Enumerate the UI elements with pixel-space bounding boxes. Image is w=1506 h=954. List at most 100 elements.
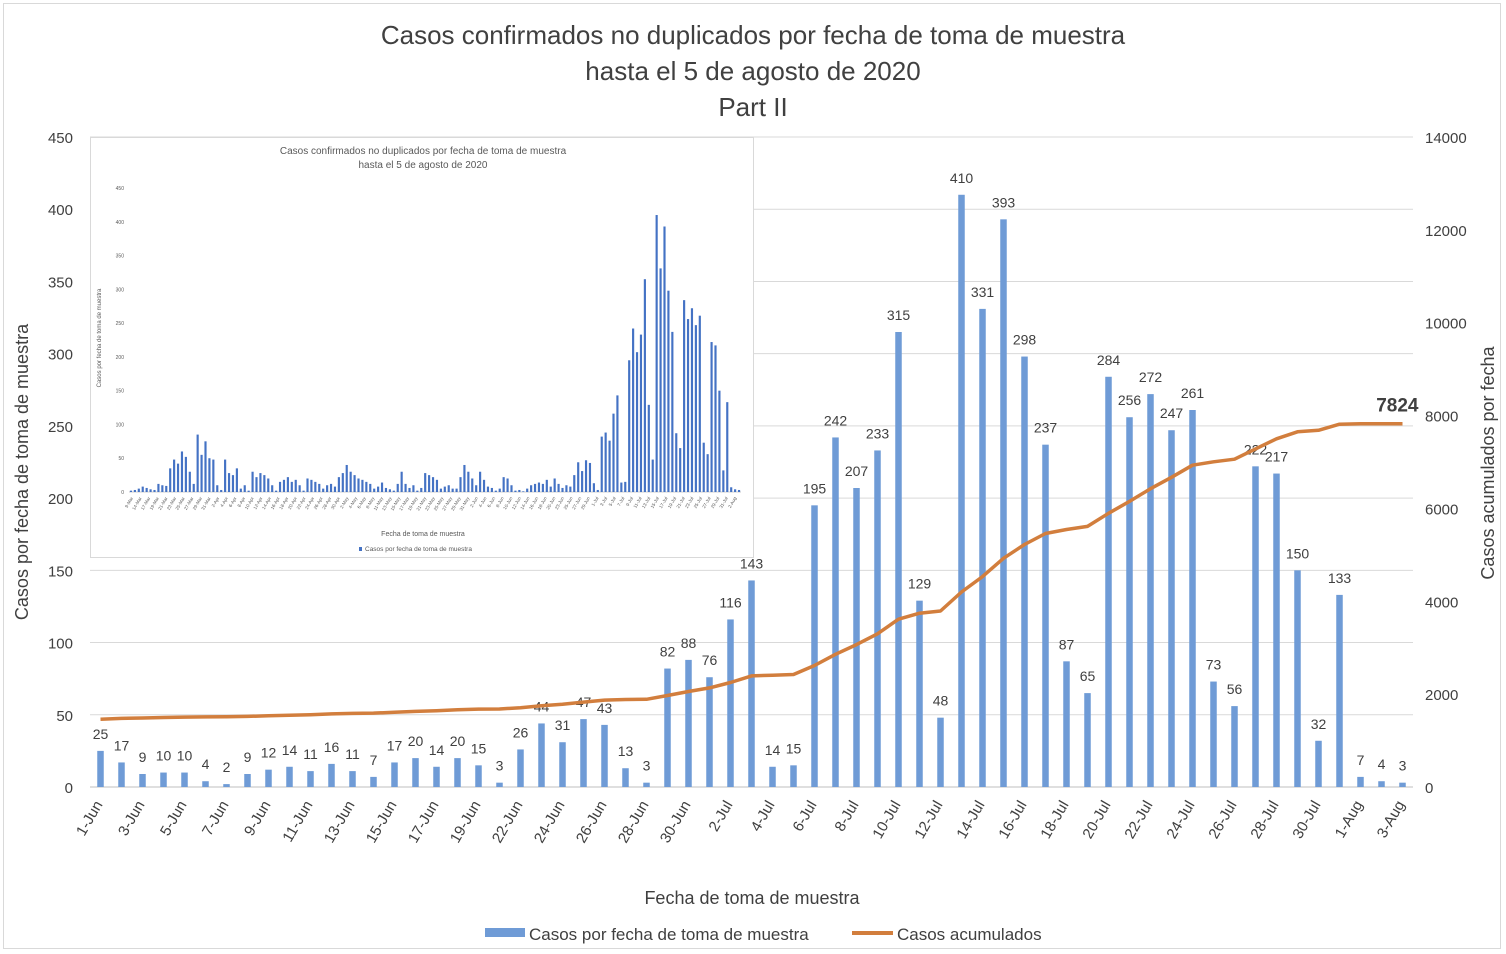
inset-y-tick-label: 100 (116, 422, 125, 428)
inset-bar (557, 483, 560, 492)
inset-x-axis-title: Fecha de toma de muestra (381, 531, 465, 538)
inset-bar (596, 489, 599, 492)
bar-data-label: 237 (1034, 420, 1058, 436)
inset-bar (722, 470, 725, 492)
x-tick-label: 3-Aug (1374, 798, 1409, 841)
x-tick-label: 28-Jul (1247, 798, 1282, 842)
bar-data-label: 65 (1080, 668, 1096, 684)
bar (454, 758, 461, 787)
chart-title-line-2: hasta el 5 de agosto de 2020 (585, 56, 921, 86)
bar-data-label: 3 (1399, 758, 1407, 774)
inset-x-tick-label: 23-Jul (684, 496, 694, 509)
inset-bar (647, 404, 650, 492)
inset-bar (227, 473, 231, 492)
inset-x-tick-label: 25-Jun (563, 496, 574, 511)
inset-bar (302, 490, 305, 492)
inset-bar (282, 479, 286, 492)
bar (706, 677, 713, 787)
inset-x-tick-label: 29-Mar (192, 496, 204, 511)
bar-data-label: 10 (156, 748, 172, 764)
bar-data-label: 15 (471, 740, 487, 756)
bar (160, 772, 167, 787)
inset-bar (577, 462, 580, 492)
bar (496, 782, 503, 787)
bar-data-label: 43 (597, 700, 613, 716)
bar (664, 668, 671, 787)
inset-x-tick-label: 14-Jun (519, 496, 530, 511)
bar (895, 332, 902, 787)
inset-x-tick-label: 4-Apr (219, 496, 229, 508)
inset-x-tick-label: 28-Apr (321, 496, 332, 511)
inset-bar (522, 491, 525, 492)
inset-x-tick-label: 2-May (339, 495, 350, 509)
inset-x-tick-label: 9-Mar (124, 496, 134, 509)
bar (517, 749, 524, 787)
inset-bar (326, 485, 329, 492)
bar (1126, 417, 1133, 787)
inset-bar (667, 290, 670, 492)
bar (1294, 570, 1301, 787)
inset-legend-label: Casos por fecha de toma de muestra (365, 546, 472, 553)
y-tick-label: 250 (48, 419, 73, 436)
inset-x-tick-label: 31-Mar (200, 496, 212, 511)
bar-data-label: 2 (223, 759, 231, 775)
inset-bar (486, 486, 490, 492)
inset-bar (675, 433, 678, 492)
bar-data-label: 261 (1181, 385, 1205, 401)
inset-x-tick-label: 30-Apr (330, 496, 341, 511)
inset-bar (581, 471, 584, 492)
y2-tick-label: 2000 (1425, 687, 1458, 704)
bar-data-label: 256 (1118, 392, 1142, 408)
y-tick-label: 0 (65, 780, 73, 797)
y-axis-title: Casos por fecha de toma de muestra (12, 323, 32, 620)
inset-bar (584, 460, 588, 492)
x-tick-label: 6-Jul (789, 798, 820, 835)
inset-x-tick-label: 7-Jul (616, 496, 625, 507)
chart-title-line-3: Part II (718, 92, 788, 122)
bar-data-label: 20 (408, 733, 424, 749)
inset-x-tick-label: 24-Apr (304, 496, 315, 511)
bar (370, 776, 377, 787)
inset-bar (463, 464, 466, 492)
bar (1231, 706, 1238, 787)
inset-x-tick-label: 14-Apr (261, 496, 272, 511)
inset-x-tick-label: 18-Jun (537, 496, 548, 511)
y2-tick-label: 6000 (1425, 501, 1458, 518)
inset-x-tick-label: 20-Apr (287, 496, 298, 511)
inset-bar (404, 483, 407, 492)
inset-bar (616, 395, 619, 492)
inset-bar (482, 479, 486, 492)
inset-x-tick-label: 29-Jul (710, 496, 720, 509)
inset-bar (683, 300, 686, 492)
legend-label-line: Casos acumulados (897, 925, 1042, 944)
inset-bar (157, 483, 160, 492)
bar-data-label: 393 (992, 194, 1016, 210)
inset-bar (651, 459, 654, 492)
inset-bar (314, 481, 317, 492)
y2-tick-label: 4000 (1425, 594, 1458, 611)
inset-x-tick-label: 25-Mar (174, 496, 186, 511)
inset-x-tick-label: 8-May (365, 495, 376, 509)
inset-bar (447, 485, 450, 492)
bar (181, 772, 188, 787)
bar-data-label: 298 (1013, 332, 1037, 348)
inset-bar (588, 462, 592, 492)
bar (1168, 430, 1175, 787)
bar (643, 782, 650, 787)
bar-data-label: 116 (719, 594, 742, 610)
inset-y-axis-title: Casos por fecha de toma de muestra (97, 288, 103, 387)
bar-data-label: 3 (643, 758, 651, 774)
inset-x-tick-label: 10-Jun (502, 496, 513, 511)
inset-bar (518, 489, 521, 492)
bar (433, 766, 440, 787)
y-tick-label: 350 (48, 274, 73, 291)
inset-x-tick-label: 27-Jul (701, 496, 711, 509)
x-tick-label: 3-Jun (115, 798, 148, 839)
inset-bar (180, 451, 184, 492)
inset-y-tick-label: 50 (118, 456, 124, 462)
bar (118, 762, 125, 787)
bar (1252, 466, 1259, 787)
inset-bar (204, 441, 207, 492)
bar (580, 719, 587, 787)
inset-x-tick-label: 16-Jun (528, 496, 539, 511)
